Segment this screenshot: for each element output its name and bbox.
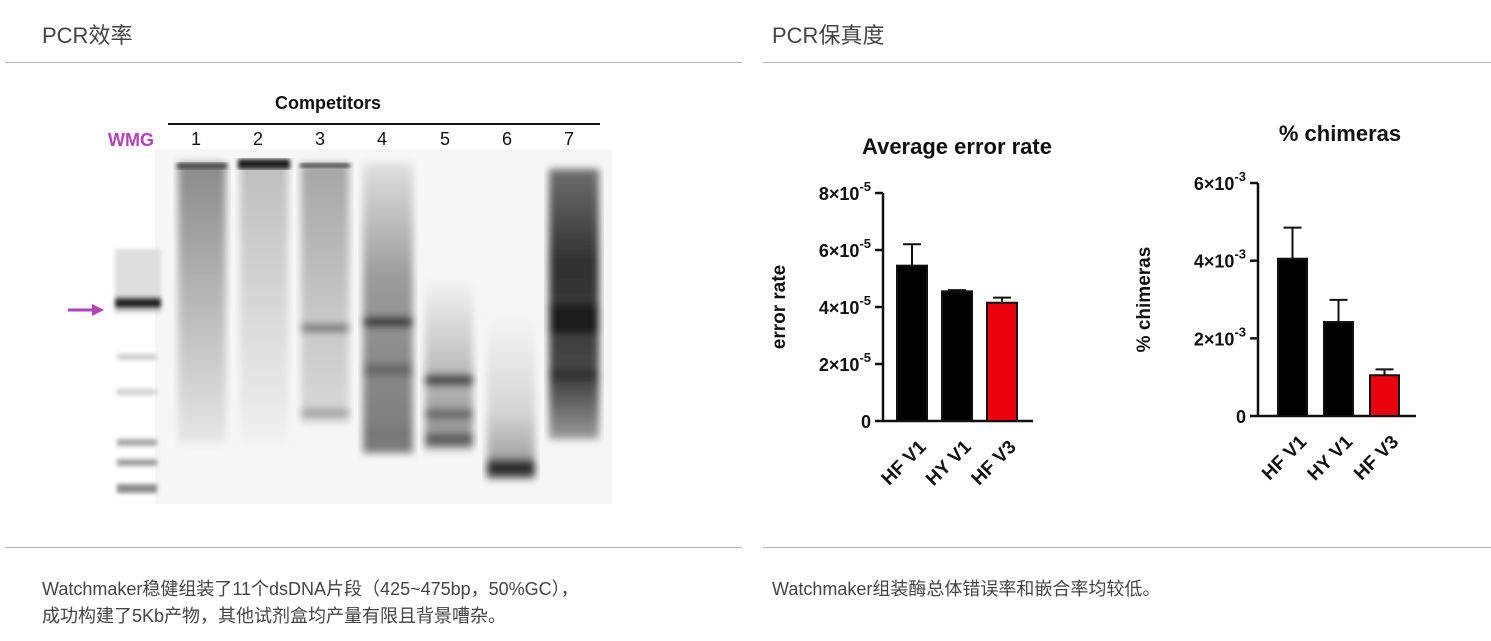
bar-hy-v1 <box>941 290 973 422</box>
bar-hf-v1 <box>896 264 928 422</box>
y-tick-label: 0 <box>861 412 871 432</box>
competitors-bracket-line <box>168 123 600 125</box>
gel-figure: Competitors WMG 1 2 3 4 5 6 7 <box>50 85 620 525</box>
y-tick-label: 4×10-3 <box>1194 247 1246 272</box>
pcr-fidelity-caption: Watchmaker组装酶总体错误率和嵌合率均较低。 <box>772 579 1161 599</box>
wmg-lane-label: WMG <box>108 130 154 150</box>
chimeras-chart-svg: % chimeras 0 2×10-3 4×10-3 6×10-3 % chimeras H… <box>1134 121 1416 485</box>
x-category-label: HF V3 <box>1350 432 1403 485</box>
lane-label-6: 6 <box>501 129 513 149</box>
lane-label-2: 2 <box>252 129 264 149</box>
left-bottom-divider <box>5 547 742 548</box>
bar-hy-v1 <box>1323 321 1354 417</box>
chimeras-chart: % chimeras 0 2×10-3 4×10-3 6×10-3 % chimeras H… <box>1120 100 1450 530</box>
x-category-label: HF V3 <box>968 437 1021 490</box>
pcr-efficiency-title: PCR效率 <box>42 23 133 48</box>
y-tick-label: 8×10-5 <box>819 179 871 204</box>
bar-hf-v1 <box>1277 257 1308 417</box>
lane-label-7: 7 <box>563 129 575 149</box>
right-top-divider <box>763 62 1491 63</box>
x-category-label: HF V1 <box>1258 431 1311 484</box>
bar-hf-v3 <box>986 301 1018 423</box>
error-rate-chart-svg: Average error rate 0 2×10-5 4×10-5 6×10-5 8×1… <box>769 134 1052 490</box>
y-axis-label: % chimeras <box>1134 247 1155 353</box>
y-axis-label: error rate <box>769 265 790 350</box>
pcr-efficiency-caption: Watchmaker稳健组装了11个dsDNA片段（425~475bp，50%G… <box>42 576 579 630</box>
chart-title: Average error rate <box>862 134 1052 159</box>
y-tick-label: 0 <box>1236 407 1246 427</box>
pcr-fidelity-title: PCR保真度 <box>772 23 885 48</box>
lane-label-5: 5 <box>439 129 451 149</box>
gel-competitors-header: Competitors <box>274 93 382 113</box>
lane-label-1: 1 <box>190 129 202 149</box>
y-tick-label: 6×10-5 <box>819 236 871 261</box>
agarose-gel-image <box>105 149 612 504</box>
y-tick-label: 6×10-3 <box>1194 169 1246 194</box>
x-category-label: HY V1 <box>1304 431 1358 485</box>
y-tick-label: 2×10-3 <box>1194 324 1246 349</box>
y-tick-label: 4×10-5 <box>819 293 871 318</box>
y-tick-label: 2×10-5 <box>819 350 871 375</box>
caption-line-2: 成功构建了5Kb产物，其他试剂盒均产量有限且背景嘈杂。 <box>42 606 507 626</box>
right-bottom-divider <box>763 547 1491 548</box>
left-top-divider <box>5 62 742 63</box>
x-category-label: HY V1 <box>922 436 976 490</box>
chart-title: % chimeras <box>1279 121 1401 146</box>
lane-label-4: 4 <box>376 129 388 149</box>
target-band-arrow-icon <box>68 304 104 316</box>
error-rate-chart: Average error rate 0 2×10-5 4×10-5 6×10-5 8×1… <box>755 110 1085 530</box>
caption-line-1: Watchmaker稳健组装了11个dsDNA片段（425~475bp，50%G… <box>42 579 579 599</box>
x-category-label: HF V1 <box>878 436 931 489</box>
lane-label-3: 3 <box>314 129 326 149</box>
bar-hf-v3 <box>1369 374 1400 418</box>
